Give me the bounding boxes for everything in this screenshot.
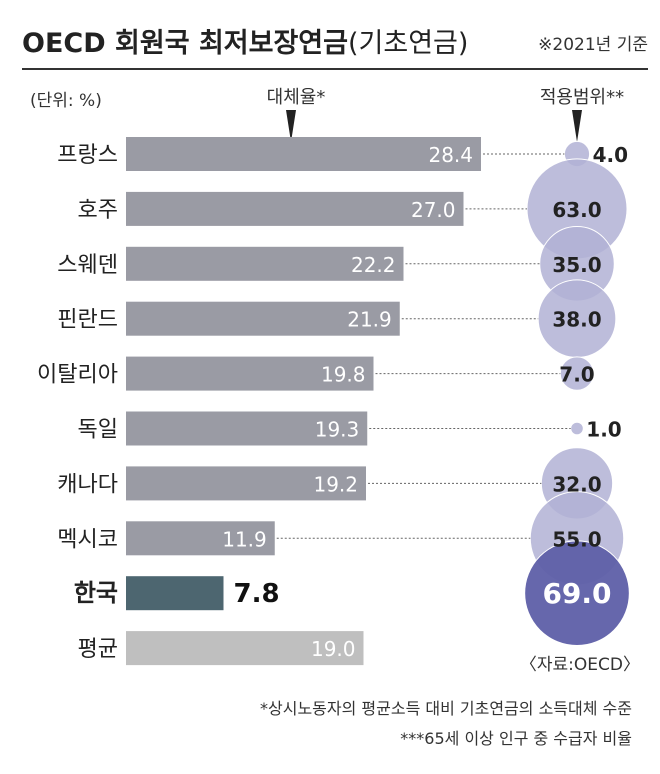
coverage-value-한국: 69.0 xyxy=(542,577,611,610)
bar-value-멕시코: 11.9 xyxy=(222,527,267,551)
coverage-bubble-독일 xyxy=(570,421,584,436)
chart-title: OECD 회원국 최저보장연금(기초연금) xyxy=(22,28,468,59)
bar-캐나다 xyxy=(126,466,366,501)
chart-rows: 프랑스 28.4 4.0 호주 27.0 63.0 스웨덴 22.2 35.0 핀란드 21.9 38… xyxy=(37,137,630,666)
category-label-프랑스: 프랑스 xyxy=(57,143,118,168)
bar-value-평균: 19.0 xyxy=(311,637,356,661)
coverage-value-캐나다: 32.0 xyxy=(552,472,601,496)
category-label-호주: 호주 xyxy=(78,198,118,223)
coverage-value-스웨덴: 35.0 xyxy=(552,253,601,277)
coverage-column-header: 적용범위** xyxy=(540,87,624,108)
category-label-스웨덴: 스웨덴 xyxy=(57,253,118,278)
bar-평균 xyxy=(126,631,364,666)
coverage-value-프랑스: 4.0 xyxy=(593,143,628,167)
category-label-한국: 한국 xyxy=(74,579,118,607)
coverage-value-멕시코: 55.0 xyxy=(552,527,601,551)
unit-label: (단위: %) xyxy=(30,91,102,111)
replacement-header-pointer xyxy=(286,110,296,142)
bar-value-핀란드: 21.9 xyxy=(347,308,392,332)
bar-value-프랑스: 28.4 xyxy=(428,143,473,167)
footnote-coverage: ***65세 이상 인구 중 수급자 비율 xyxy=(400,729,632,748)
category-label-캐나다: 캐나다 xyxy=(57,472,118,497)
replacement-column-header: 대체율* xyxy=(267,87,326,108)
bar-value-캐나다: 19.2 xyxy=(313,472,358,496)
bar-프랑스 xyxy=(126,137,481,171)
bar-value-스웨덴: 22.2 xyxy=(351,253,396,277)
year-note: ※2021년 기준 xyxy=(538,35,648,55)
coverage-value-독일: 1.0 xyxy=(586,418,621,442)
category-label-평균: 평균 xyxy=(78,637,118,662)
category-label-독일: 독일 xyxy=(78,418,118,443)
coverage-value-이탈리아: 7.0 xyxy=(559,363,594,387)
bar-독일 xyxy=(126,411,368,446)
bar-호주 xyxy=(126,191,464,226)
bar-핀란드 xyxy=(126,301,400,336)
coverage-bubbles xyxy=(524,140,630,647)
labels: 프랑스 28.4 4.0 호주 27.0 63.0 스웨덴 22.2 35.0 핀란드 21.9 38… xyxy=(37,143,628,662)
category-label-이탈리아: 이탈리아 xyxy=(37,363,118,388)
category-label-멕시코: 멕시코 xyxy=(57,527,118,552)
coverage-header-pointer xyxy=(572,110,582,142)
bar-스웨덴 xyxy=(126,246,404,281)
chart-title-main: OECD 회원국 최저보장연금 xyxy=(22,28,348,59)
coverage-value-핀란드: 38.0 xyxy=(552,308,601,332)
bar-value-한국: 7.8 xyxy=(234,579,280,609)
coverage-value-호주: 63.0 xyxy=(552,198,601,222)
bar-value-호주: 27.0 xyxy=(411,198,456,222)
footnote-replacement: *상시노동자의 평균소득 대비 기초연금의 소득대체 수준 xyxy=(260,699,632,718)
bar-value-이탈리아: 19.8 xyxy=(321,363,366,387)
bar-이탈리아 xyxy=(126,356,374,391)
bar-멕시코 xyxy=(126,521,275,556)
replacement-bars xyxy=(126,137,571,666)
chart-title-paren: (기초연금) xyxy=(348,28,468,59)
coverage-bubble-한국 xyxy=(524,540,630,647)
bar-한국 xyxy=(126,576,224,611)
bar-value-독일: 19.3 xyxy=(315,418,360,442)
category-label-핀란드: 핀란드 xyxy=(57,308,118,333)
source-label: 〈자료:OECD〉 xyxy=(520,655,640,675)
